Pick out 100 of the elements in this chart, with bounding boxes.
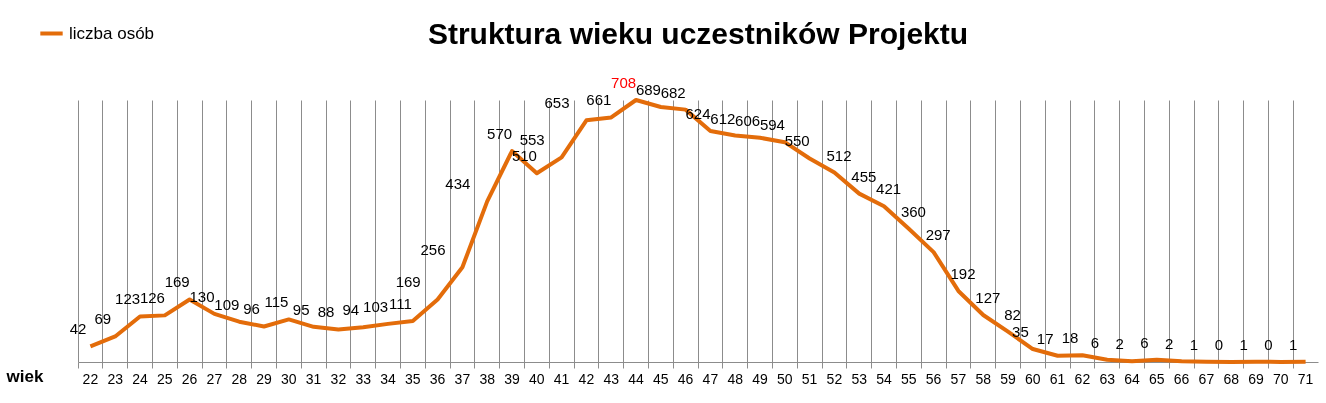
- x-tick-label: 70: [1273, 370, 1289, 387]
- data-label: 130: [189, 287, 215, 305]
- x-tick-label: 42: [578, 370, 595, 387]
- x-tick-label: 43: [603, 370, 620, 387]
- data-label: 682: [660, 83, 686, 101]
- data-label: 421: [876, 180, 902, 198]
- x-tick-label: 39: [504, 370, 520, 387]
- x-tick-label: 36: [429, 370, 446, 387]
- data-label: 550: [784, 132, 810, 150]
- x-tick-label: 22: [82, 370, 99, 387]
- data-label: 0: [1214, 336, 1223, 353]
- data-label: 42: [69, 320, 87, 338]
- x-tick-label: 51: [801, 370, 818, 387]
- x-tick-label: 44: [628, 370, 644, 387]
- data-label: 18: [1061, 329, 1079, 347]
- data-label: 192: [950, 264, 976, 282]
- data-label: 88: [317, 303, 335, 321]
- x-tick-label: 71: [1297, 370, 1314, 387]
- x-tick-label: 54: [876, 370, 892, 387]
- x-tick-label: 27: [206, 370, 223, 387]
- x-tick-label: 61: [1049, 370, 1066, 387]
- data-label: 169: [164, 273, 190, 291]
- data-label: 111: [388, 294, 412, 312]
- data-label: 82: [1004, 305, 1021, 323]
- data-label: 1: [1289, 335, 1298, 353]
- data-label: 455: [851, 167, 877, 185]
- x-tick-label: 31: [305, 370, 322, 387]
- x-tick-label: 58: [975, 370, 992, 387]
- data-label: 123: [115, 290, 141, 308]
- x-tick-label: 29: [256, 370, 272, 387]
- data-label: 570: [487, 125, 513, 143]
- data-label: 6: [1090, 333, 1099, 351]
- x-tick-label: 37: [454, 370, 471, 387]
- x-tick-label: 67: [1198, 370, 1215, 387]
- x-tick-label: 46: [677, 370, 694, 387]
- x-tick-label: 24: [132, 370, 148, 387]
- x-tick-label: 48: [727, 370, 744, 387]
- x-tick-label: 34: [380, 370, 396, 387]
- x-tick-label: 66: [1173, 370, 1190, 387]
- x-tick-label: 26: [181, 370, 198, 387]
- x-axis-title: wiek: [5, 366, 44, 386]
- x-tick-label: 65: [1149, 370, 1165, 387]
- data-label: 94: [342, 301, 360, 319]
- data-label: 360: [900, 202, 926, 220]
- data-label: 297: [925, 226, 951, 244]
- x-tick-label: 40: [529, 370, 545, 387]
- x-tick-label: 62: [1074, 370, 1091, 387]
- data-label: 96: [243, 300, 260, 318]
- data-label: 512: [826, 146, 852, 164]
- data-label: 434: [445, 175, 471, 193]
- x-tick-label: 23: [107, 370, 124, 387]
- x-tick-label: 60: [1025, 370, 1041, 387]
- x-tick-label: 59: [1000, 370, 1016, 387]
- data-label: 594: [759, 116, 785, 134]
- data-label: 708: [611, 74, 637, 91]
- x-tick-label: 30: [281, 370, 297, 387]
- data-label: 6: [1140, 333, 1149, 351]
- x-tick-label: 63: [1099, 370, 1116, 387]
- data-label: 35: [1012, 323, 1029, 341]
- data-label: 256: [420, 241, 446, 259]
- data-label: 2: [1165, 335, 1174, 353]
- x-tick-label: 32: [330, 370, 347, 387]
- data-label: 127: [975, 289, 1001, 306]
- x-tick-label: 33: [355, 370, 372, 387]
- data-label: 103: [363, 297, 389, 315]
- chart-title: Struktura wieku uczestników Projektu: [427, 17, 969, 50]
- data-label: 95: [292, 300, 310, 318]
- data-label: 689: [635, 81, 661, 99]
- data-label: 2: [1115, 335, 1124, 353]
- x-tick-label: 56: [925, 370, 942, 387]
- data-label: 1: [1239, 335, 1248, 353]
- data-label: 553: [519, 131, 545, 149]
- data-label: 612: [710, 109, 736, 127]
- x-tick-label: 25: [157, 370, 173, 387]
- x-tick-label: 69: [1248, 370, 1264, 387]
- x-tick-label: 41: [553, 370, 570, 387]
- data-label: 1: [1189, 335, 1199, 353]
- x-tick-label: 50: [777, 370, 793, 387]
- data-label: 169: [395, 273, 421, 291]
- data-label: 17: [1036, 329, 1054, 347]
- data-label: 653: [544, 94, 570, 112]
- data-label: 69: [94, 310, 112, 328]
- data-label: 126: [139, 289, 165, 307]
- data-label: 661: [586, 91, 612, 109]
- x-tick-label: 28: [231, 370, 248, 387]
- x-tick-label: 38: [479, 370, 496, 387]
- data-label: 109: [214, 295, 240, 313]
- x-tick-label: 64: [1124, 370, 1140, 387]
- legend-label: liczba osób: [69, 23, 155, 43]
- x-tick-label: 47: [702, 370, 719, 387]
- x-tick-label: 57: [950, 370, 967, 387]
- data-label: 606: [735, 111, 761, 129]
- x-tick-label: 45: [653, 370, 669, 387]
- data-label: 0: [1264, 336, 1273, 353]
- x-tick-label: 68: [1223, 370, 1240, 387]
- x-tick-label: 55: [901, 370, 917, 387]
- x-tick-label: 53: [851, 370, 868, 387]
- data-label: 115: [264, 293, 289, 311]
- x-tick-label: 49: [752, 370, 768, 387]
- x-tick-label: 35: [405, 370, 421, 387]
